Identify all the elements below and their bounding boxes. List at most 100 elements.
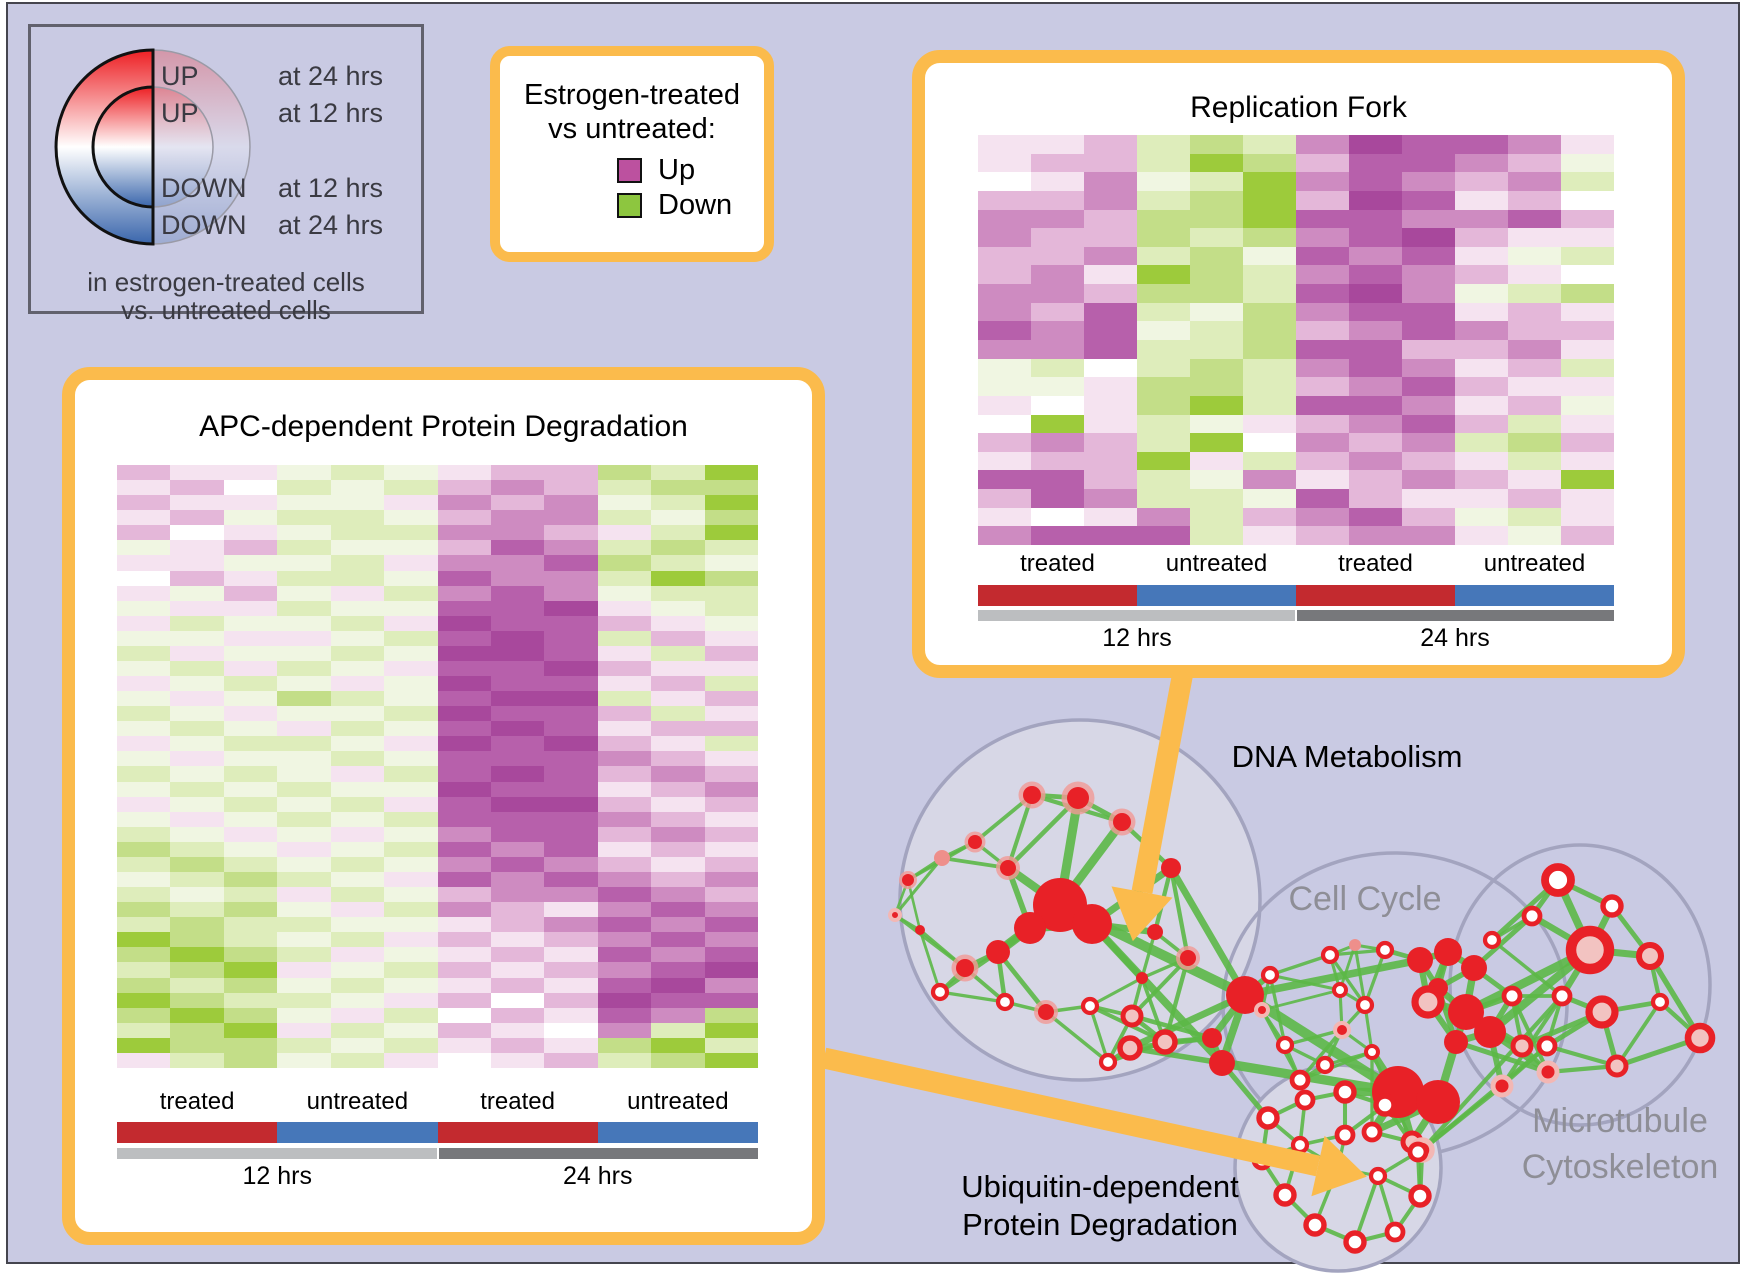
- heatmap-cell: [490, 977, 545, 993]
- heatmap-cell: [1508, 526, 1561, 545]
- heatmap-cell: [170, 766, 224, 782]
- heatmap-cell: [597, 676, 652, 692]
- heatmap-cell: [330, 540, 385, 556]
- heatmap-cell: [117, 751, 171, 767]
- heatmap-cell: [704, 660, 758, 677]
- heatmap-cell: [597, 977, 652, 993]
- condition-bar-segment: [1296, 585, 1455, 606]
- heatmap-cell: [651, 781, 705, 797]
- heatmap-cell: [1561, 265, 1614, 285]
- heatmap-cell: [277, 480, 331, 496]
- heatmap-cell: [1031, 340, 1084, 359]
- rf-time-labels: 12 hrs 24 hrs: [978, 624, 1614, 654]
- heatmap-cell: [704, 1007, 758, 1023]
- heatmap-cell: [170, 676, 224, 692]
- heatmap-cell: [597, 917, 652, 933]
- heatmap-cell: [437, 645, 491, 661]
- heatmap-cell: [651, 615, 705, 631]
- heatmap-cell: [544, 781, 598, 797]
- heatmap-cell: [437, 1022, 491, 1038]
- heatmap-cell: [277, 751, 331, 767]
- heatmap-cell: [1084, 302, 1137, 322]
- heatmap-cell: [170, 796, 224, 812]
- heatmap-cell: [704, 751, 758, 767]
- heatmap-cell: [170, 781, 224, 797]
- heatmap-cell: [384, 917, 438, 933]
- heatmap-cell: [651, 962, 705, 978]
- heatmap-cell: [490, 992, 545, 1008]
- heatmap-cell: [277, 902, 331, 918]
- heatmap-cell: [1455, 246, 1508, 266]
- heatmap-cell: [384, 1007, 438, 1023]
- heatmap-cell: [1243, 265, 1296, 285]
- heatmap-cell: [651, 600, 705, 616]
- heatmap-cell: [1561, 321, 1614, 340]
- heatmap-cell: [1243, 451, 1296, 471]
- heatmap-cell: [1190, 302, 1243, 322]
- heatmap-cell: [651, 826, 705, 842]
- heatmap-cell: [1243, 321, 1296, 340]
- heatmap-cell: [978, 526, 1031, 545]
- heatmap-cell: [117, 872, 171, 888]
- heatmap-cell: [1561, 507, 1614, 527]
- heatmap-cell: [1402, 526, 1455, 545]
- heatmap-cell: [277, 736, 331, 752]
- heatmap-cell: [1137, 321, 1190, 340]
- heatmap-cell: [170, 902, 224, 918]
- condition-bar-segment: [1137, 585, 1296, 606]
- heatmap-cell: [704, 796, 758, 812]
- heatmap-cell: [384, 585, 438, 601]
- ubiquitin-label-line1: Ubiquitin-dependent: [961, 1169, 1239, 1204]
- heatmap-cell: [1508, 377, 1561, 396]
- heatmap-cell: [223, 585, 278, 601]
- heatmap-cell: [490, 600, 545, 616]
- heatmap-cell: [1243, 414, 1296, 434]
- heatmap-cell: [544, 932, 598, 948]
- heatmap-cell: [1031, 302, 1084, 322]
- heatmap-cell: [490, 751, 545, 767]
- apc-panel-title: APC-dependent Protein Degradation: [199, 410, 688, 443]
- heatmap-cell: [1084, 489, 1137, 508]
- heatmap-cell: [597, 887, 652, 903]
- heatmap-cell: [277, 1007, 331, 1023]
- heatmap-cell: [1402, 246, 1455, 266]
- heatmap-cell: [1561, 190, 1614, 210]
- heatmap-cell: [704, 540, 758, 556]
- heatmap-cell: [490, 932, 545, 948]
- updown-footer-line2: vs. untreated cells: [121, 295, 331, 325]
- heatmap-cell: [544, 615, 598, 631]
- heatmap-cell: [1137, 153, 1190, 173]
- heatmap-cell: [1031, 190, 1084, 210]
- heatmap-cell: [384, 932, 438, 948]
- heatmap-cell: [170, 706, 224, 722]
- heatmap-cell: [1561, 489, 1614, 508]
- heatmap-cell: [651, 917, 705, 933]
- heatmap-cell: [223, 917, 278, 933]
- heatmap-cell: [330, 887, 385, 903]
- heatmap-cell: [384, 841, 438, 857]
- heatmap-cell: [384, 796, 438, 812]
- heatmap-cell: [1561, 302, 1614, 322]
- heatmap-cell: [330, 736, 385, 752]
- heatmap-cell: [490, 691, 545, 707]
- heatmap-cell: [1455, 228, 1508, 247]
- heatmap-cell: [1349, 470, 1402, 490]
- heatmap-cell: [223, 691, 278, 707]
- heatmap-cell: [277, 676, 331, 692]
- heatmap-cell: [1190, 265, 1243, 285]
- heatmap-cell: [384, 480, 438, 496]
- heatmap-cell: [978, 302, 1031, 322]
- heatmap-cell: [117, 465, 171, 481]
- heatmap-cell: [1031, 526, 1084, 545]
- heatmap-cell: [384, 962, 438, 978]
- heatmap-cell: [170, 691, 224, 707]
- time-bar-segment: [1297, 610, 1614, 621]
- updown-footer-line1: in estrogen-treated cells: [87, 267, 365, 297]
- heatmap-cell: [223, 872, 278, 888]
- heatmap-cell: [490, 826, 545, 842]
- heatmap-cell: [597, 691, 652, 707]
- heatmap-cell: [490, 495, 545, 511]
- heatmap-cell: [277, 630, 331, 646]
- heatmap-cell: [1349, 172, 1402, 191]
- heatmap-cell: [1296, 414, 1349, 434]
